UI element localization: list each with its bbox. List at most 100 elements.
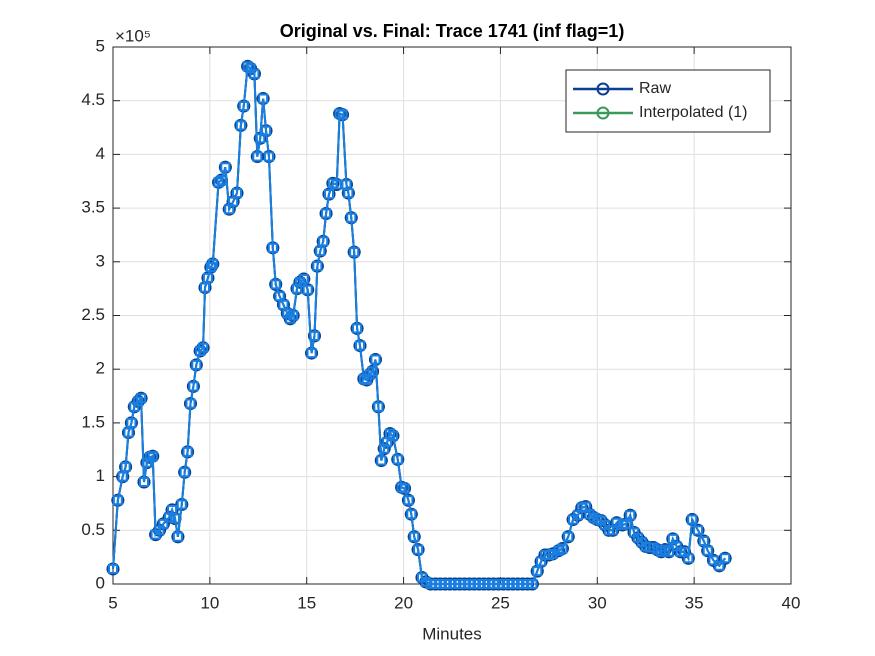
marker-square: [263, 151, 274, 162]
marker-square: [112, 495, 123, 506]
marker-square: [188, 381, 199, 392]
y-tick-label: 4.5: [81, 90, 105, 109]
marker-square: [663, 546, 674, 557]
marker-square: [255, 133, 266, 144]
y-tick-label: 3: [96, 251, 105, 270]
marker-square: [361, 374, 372, 385]
marker-square: [611, 517, 622, 528]
marker-square: [120, 461, 131, 472]
marker-square: [687, 514, 698, 525]
marker-square: [144, 452, 155, 463]
marker-square: [172, 531, 183, 542]
marker-square: [282, 308, 293, 319]
marker-square: [216, 175, 227, 186]
y-tick-label: 2: [96, 359, 105, 378]
marker-square: [231, 188, 242, 199]
marker-square: [200, 282, 211, 293]
marker-square: [108, 563, 118, 574]
marker-square: [123, 427, 134, 438]
marker-square: [312, 261, 323, 272]
marker-square: [306, 348, 317, 359]
marker-square: [527, 579, 538, 589]
marker-square: [302, 284, 313, 295]
marker-square: [349, 247, 360, 258]
x-tick-label: 35: [685, 593, 704, 612]
y-tick-label: 3.5: [81, 198, 105, 217]
marker-square: [331, 179, 342, 190]
x-tick-label: 10: [200, 593, 219, 612]
marker-square: [683, 553, 694, 564]
marker-square: [708, 555, 719, 566]
marker-square: [563, 531, 574, 542]
marker-square: [392, 454, 403, 465]
x-tick-label: 40: [782, 593, 801, 612]
x-tick-label: 25: [491, 593, 510, 612]
marker-circle: [561, 530, 575, 544]
marker-square: [337, 109, 348, 120]
marker-square: [334, 108, 345, 119]
legend-label: Interpolated (1): [639, 104, 748, 121]
x-tick-label: 20: [394, 593, 413, 612]
marker-square: [379, 443, 390, 454]
x-axis-label: Minutes: [422, 624, 482, 643]
marker-square: [261, 125, 272, 136]
marker-square: [396, 482, 407, 493]
marker-square: [720, 553, 731, 564]
marker-square: [385, 428, 396, 439]
marker-square: [406, 509, 417, 520]
chart-title: Original vs. Final: Trace 1741 (inf flag…: [280, 21, 625, 41]
marker-square: [532, 566, 543, 577]
marker-square: [258, 93, 269, 104]
marker-square: [693, 525, 704, 536]
marker-square: [387, 430, 398, 441]
marker-square: [370, 354, 381, 365]
marker-square: [179, 467, 190, 478]
marker-square: [249, 68, 260, 79]
marker-square: [413, 544, 424, 555]
marker-circle: [691, 523, 705, 537]
marker-square: [252, 151, 263, 162]
marker-square: [202, 272, 213, 283]
marker-square: [354, 340, 365, 351]
marker-square: [403, 495, 414, 506]
marker-square: [147, 451, 158, 462]
marker-square: [315, 246, 326, 257]
marker-circle: [596, 82, 610, 96]
marker-square: [242, 61, 253, 72]
marker-square: [182, 446, 193, 457]
y-exponent: ×10⁵: [115, 26, 151, 45]
marker-square: [323, 189, 334, 200]
marker-square: [376, 455, 387, 466]
marker-circle: [401, 493, 415, 507]
marker-square: [267, 242, 278, 253]
marker-square: [158, 518, 169, 529]
y-tick-label: 2.5: [81, 305, 105, 324]
y-tick-label: 1: [96, 466, 105, 485]
marker-square: [625, 510, 636, 521]
marker-circle: [596, 106, 610, 120]
marker-square: [702, 545, 713, 556]
marker-square: [136, 393, 147, 404]
marker-square: [409, 531, 420, 542]
marker-square: [346, 212, 357, 223]
marker-circle: [377, 442, 391, 456]
marker-square: [138, 476, 149, 487]
marker-square: [298, 273, 309, 284]
series: [108, 61, 731, 589]
marker-square: [220, 162, 231, 173]
marker-square: [309, 330, 320, 341]
x-tick-label: 5: [108, 593, 117, 612]
x-tick-label: 30: [588, 593, 607, 612]
y-tick-label: 5: [96, 36, 105, 55]
marker-square: [318, 236, 329, 247]
marker-square: [235, 120, 246, 131]
marker-square: [399, 483, 410, 494]
marker-square: [191, 359, 202, 370]
x-tick-label: 15: [297, 593, 316, 612]
marker-square: [367, 366, 378, 377]
marker-square: [373, 401, 384, 412]
marker-square: [288, 310, 299, 321]
marker-square: [141, 457, 152, 468]
legend: Raw Interpolated (1): [565, 69, 771, 133]
